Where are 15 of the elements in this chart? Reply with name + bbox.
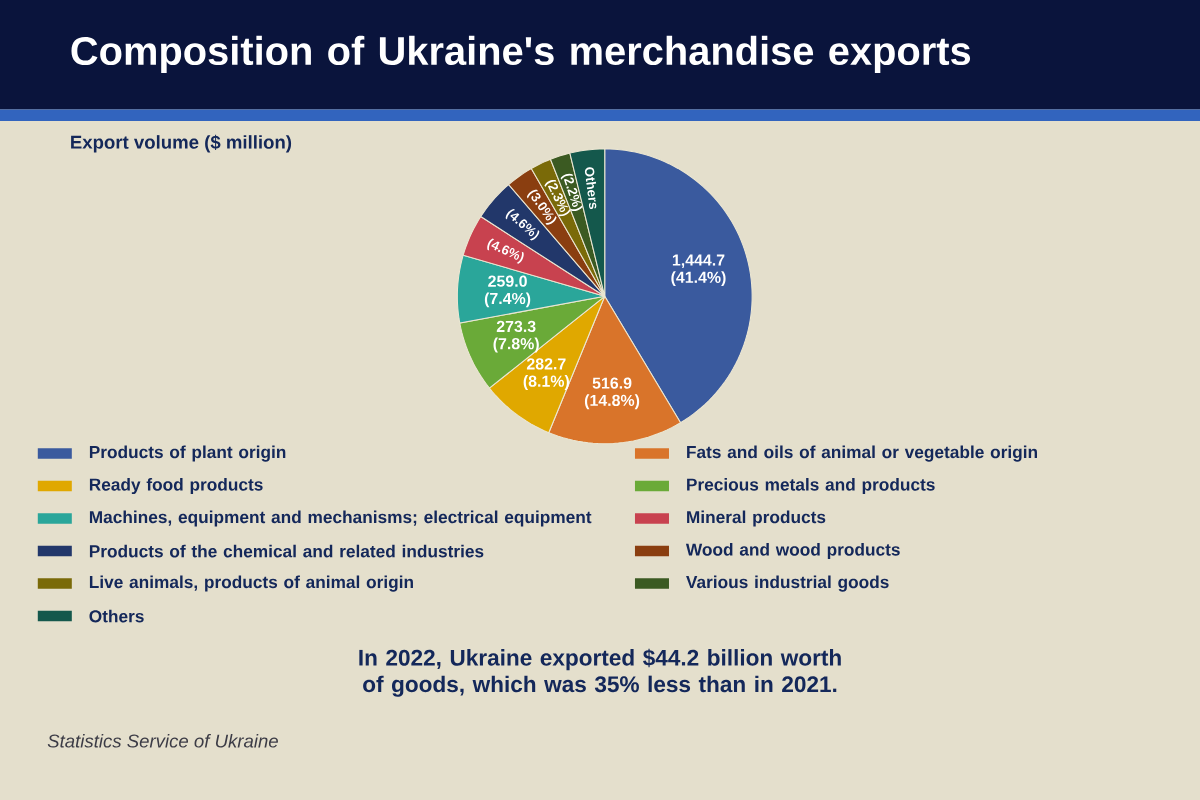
chart-title: Composition of Ukraine's merchandise exports <box>71 35 971 73</box>
legend-label: Fats and oils of animal or vegetable origin <box>687 445 1037 462</box>
chart-subtitle: Export volume ($ million) <box>71 134 292 153</box>
legend-label: Precious metals and products <box>687 478 935 495</box>
legend-label: Various industrial goods <box>686 575 889 592</box>
legend-label: Products of the chemical and related industries <box>89 544 484 558</box>
legend-label: Wood and wood products <box>685 543 900 560</box>
legend-label: Ready food products <box>89 478 263 495</box>
legend-label: Live animals, products of animal origin <box>89 575 413 592</box>
text: Statistics Service of Ukraine <box>47 733 278 748</box>
legend-label: Machines, equipment and mechanisms; electrical equipment <box>89 510 592 527</box>
text: In 2022, Ukraine exported $44.2 billion worth of goods, which was 35% less than in 2021. <box>359 648 841 697</box>
legend-label: Products of plant origin <box>89 445 286 462</box>
legend-label: Others <box>89 609 144 623</box>
legend-label: Mineral products <box>687 510 826 527</box>
